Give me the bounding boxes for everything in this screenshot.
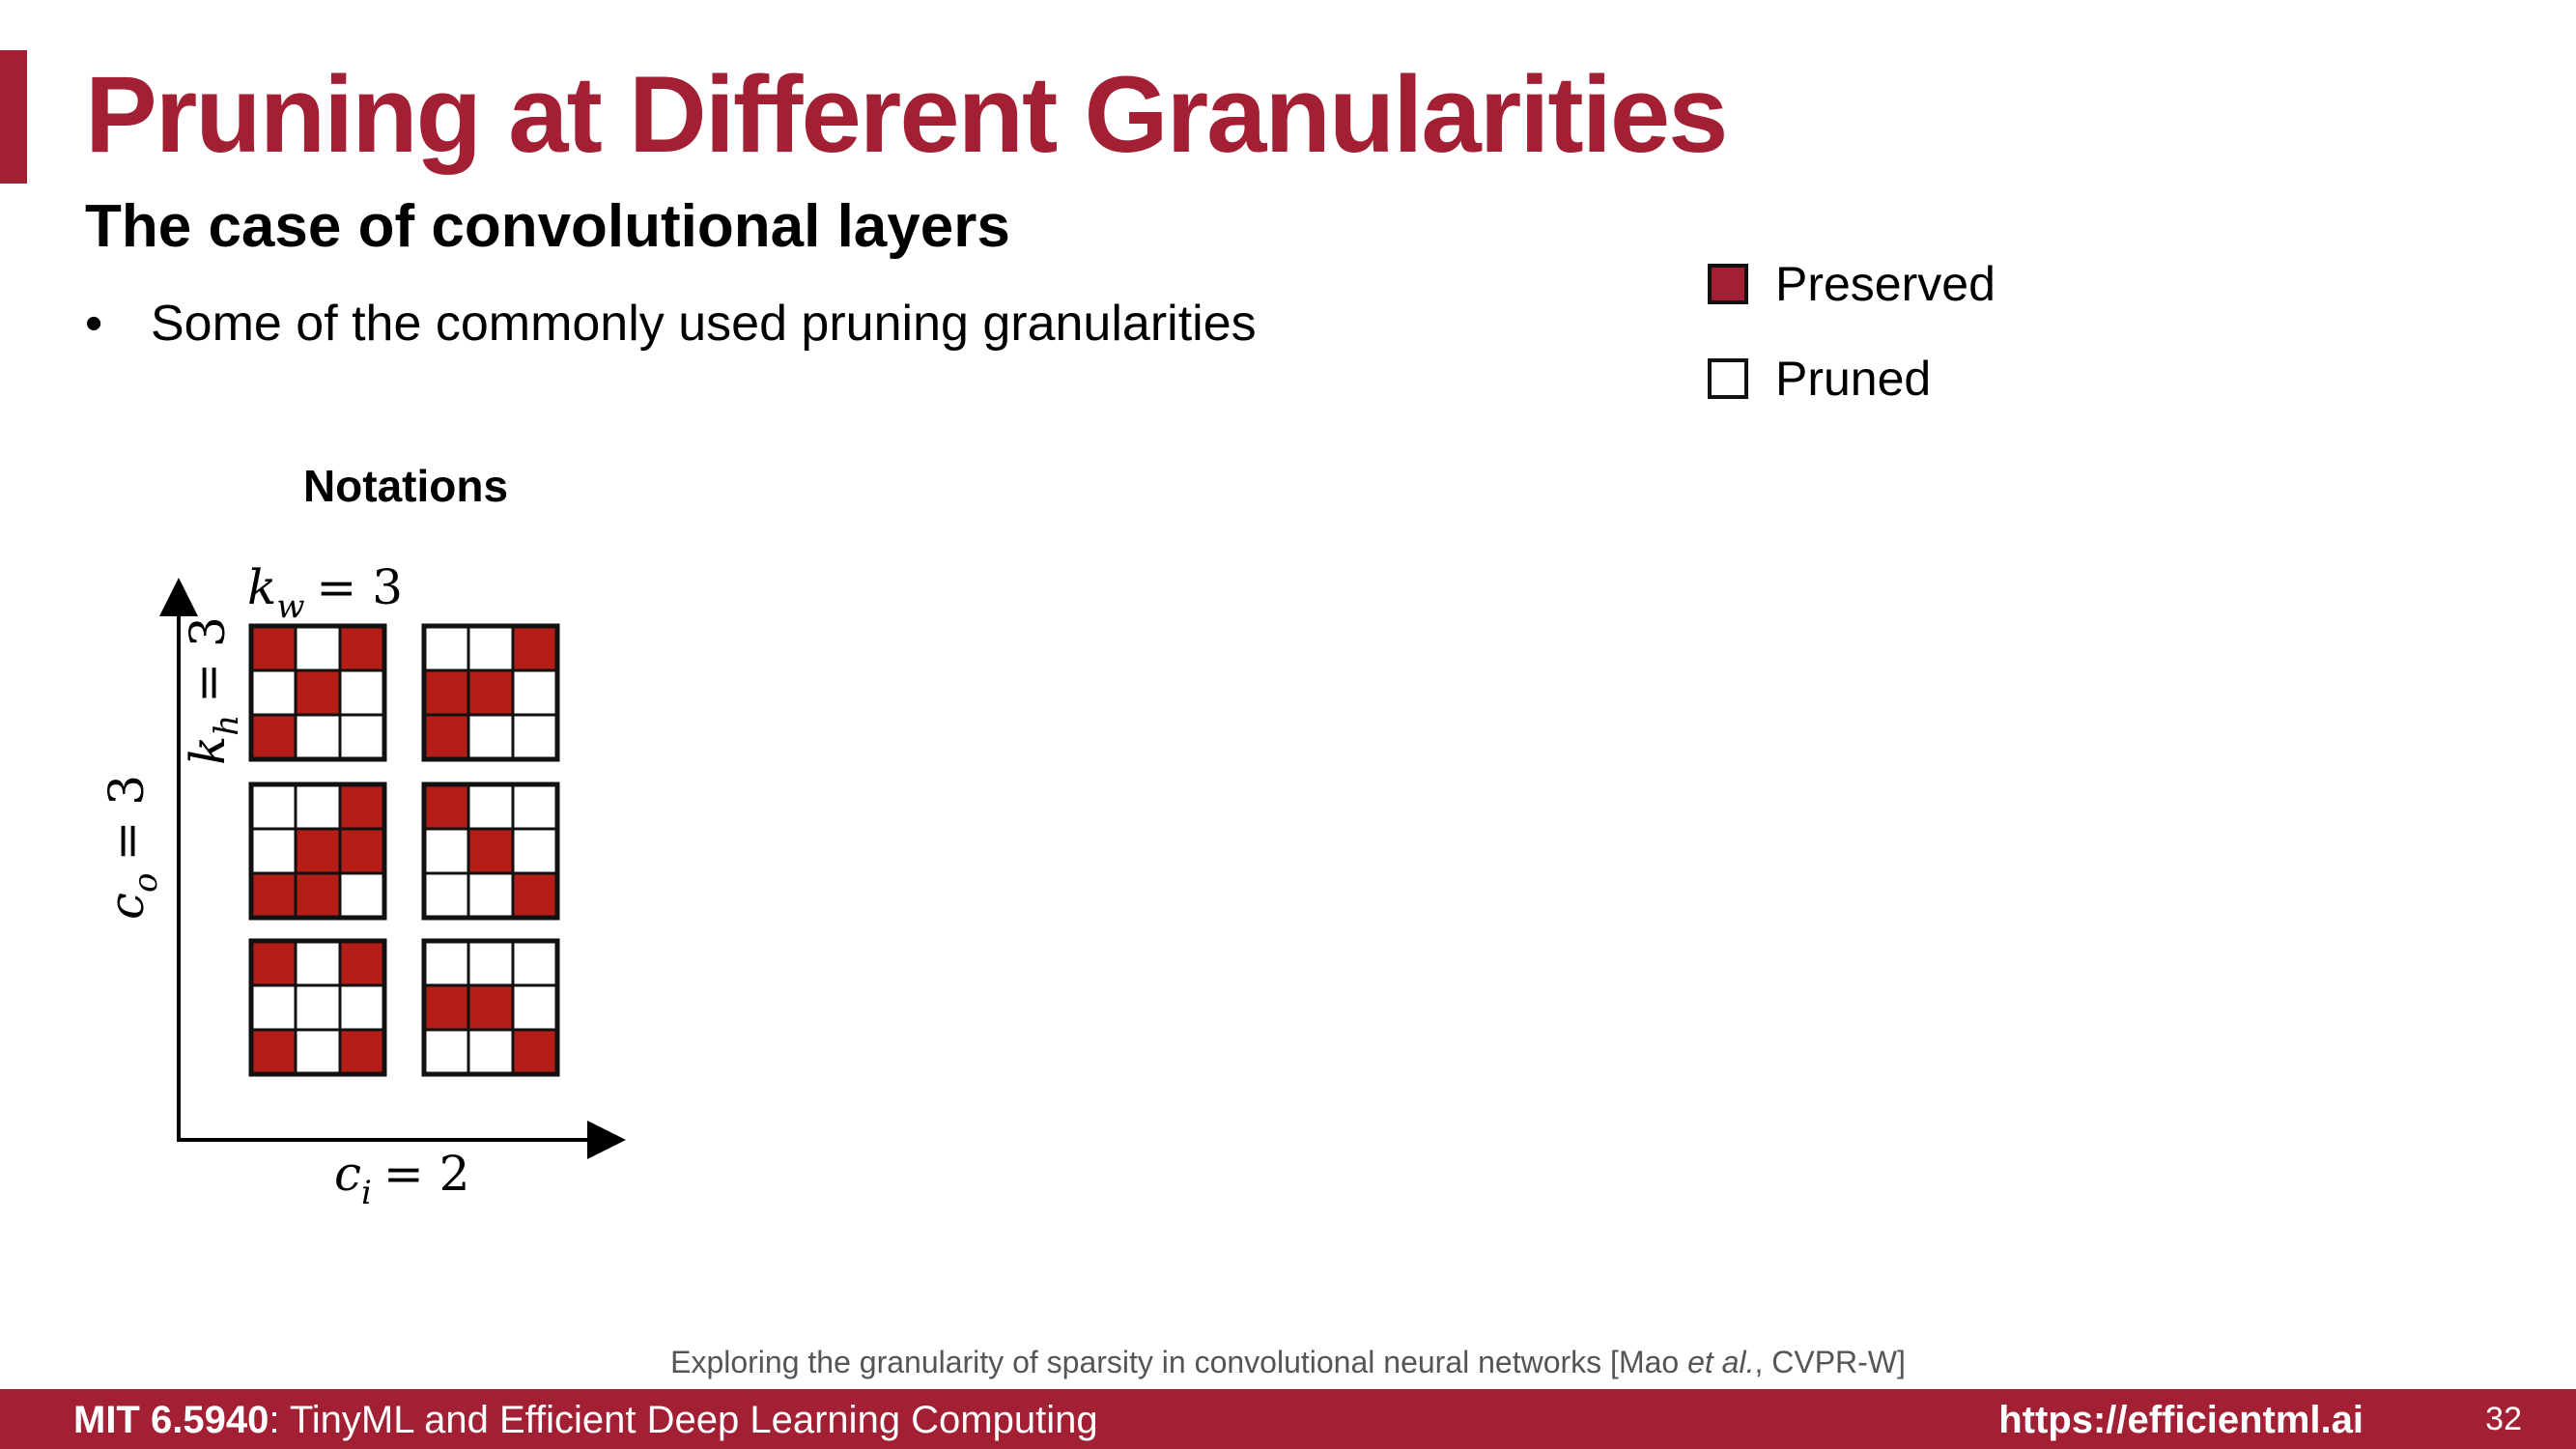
preserved-cell	[338, 827, 386, 875]
legend-label-pruned: Pruned	[1775, 352, 1932, 406]
ci-label: ci = 2	[334, 1146, 470, 1212]
kernel-1	[248, 623, 387, 762]
kernel-border	[248, 623, 387, 762]
footer-url-link[interactable]: https://efficientml.ai	[1998, 1399, 2364, 1441]
pruned-cell	[338, 713, 386, 761]
kernel-border	[421, 938, 560, 1077]
citation-italic: et al.	[1687, 1345, 1755, 1379]
kernel-2	[421, 623, 560, 762]
kernel-6	[421, 938, 560, 1077]
pruned-cell	[294, 624, 342, 672]
preserved-cell	[249, 939, 297, 987]
pruned-cell	[338, 983, 386, 1032]
kernel-5	[248, 938, 387, 1077]
preserved-cell	[338, 624, 386, 672]
title-accent-bar	[0, 50, 27, 184]
pruned-cell	[249, 668, 297, 717]
pruned-cell	[511, 983, 559, 1032]
preserved-cell	[338, 1028, 386, 1076]
preserved-cell	[422, 713, 470, 761]
preserved-cell	[422, 983, 470, 1032]
legend: Preserved Pruned	[1708, 255, 1996, 444]
kernel-4	[421, 781, 560, 921]
pruned-cell	[511, 939, 559, 987]
preserved-cell	[422, 782, 470, 831]
kernel-border	[248, 938, 387, 1077]
legend-label-preserved: Preserved	[1775, 257, 1996, 311]
pruned-cell	[511, 668, 559, 717]
preserved-cell	[467, 983, 515, 1032]
preserved-cell	[294, 827, 342, 875]
preserved-swatch	[1708, 264, 1748, 304]
kernel-border	[248, 781, 387, 921]
slide-title: Pruning at Different Granularities	[85, 54, 1728, 175]
pruned-cell	[511, 782, 559, 831]
notation-diagram: kw = 3 kh= 3 co= 3 ci = 2	[99, 559, 626, 1212]
co-label: co= 3	[99, 775, 165, 920]
pruned-cell	[338, 668, 386, 717]
legend-item-preserved: Preserved	[1708, 255, 1996, 313]
pruned-cell	[467, 782, 515, 831]
citation: Exploring the granularity of sparsity in…	[0, 1345, 2576, 1380]
pruned-cell	[422, 1028, 470, 1076]
bullet-point: • Some of the commonly used pruning gran…	[85, 294, 1257, 354]
pruned-cell	[511, 713, 559, 761]
kernel-3	[248, 781, 387, 921]
preserved-cell	[249, 713, 297, 761]
kernel-border	[421, 781, 560, 921]
kw-label: kw = 3	[247, 559, 403, 626]
preserved-cell	[294, 871, 342, 920]
citation-suffix: , CVPR-W]	[1754, 1345, 1906, 1379]
pruned-cell	[422, 939, 470, 987]
bullet-text: Some of the commonly used pruning granul…	[151, 296, 1257, 352]
page-number: 32	[2485, 1401, 2522, 1437]
citation-prefix: Exploring the granularity of sparsity in…	[670, 1345, 1688, 1379]
slide-subtitle: The case of convolutional layers	[85, 193, 1010, 260]
footer-bar: MIT 6.5940: TinyML and Efficient Deep Le…	[0, 1389, 2576, 1449]
pruned-cell	[422, 624, 470, 672]
preserved-cell	[467, 827, 515, 875]
notations-title: Notations	[302, 461, 509, 511]
preserved-cell	[338, 939, 386, 987]
preserved-cell	[511, 1028, 559, 1076]
preserved-cell	[511, 624, 559, 672]
legend-item-pruned: Pruned	[1708, 350, 1996, 408]
pruned-cell	[338, 871, 386, 920]
pruned-cell	[467, 871, 515, 920]
pruned-cell	[249, 827, 297, 875]
pruned-cell	[467, 624, 515, 672]
kh-label: kh= 3	[180, 616, 246, 765]
kernel-border	[421, 623, 560, 762]
preserved-cell	[249, 871, 297, 920]
course-code: MIT 6.5940	[73, 1399, 269, 1441]
pruned-cell	[511, 827, 559, 875]
preserved-cell	[422, 668, 470, 717]
pruned-cell	[249, 983, 297, 1032]
pruned-cell	[467, 939, 515, 987]
pruned-cell	[294, 713, 342, 761]
pruned-cell	[294, 1028, 342, 1076]
course-title: : TinyML and Efficient Deep Learning Com…	[269, 1399, 1098, 1441]
pruned-cell	[294, 983, 342, 1032]
preserved-cell	[511, 871, 559, 920]
bullet-marker: •	[85, 296, 103, 352]
pruned-cell	[294, 939, 342, 987]
pruned-cell	[467, 713, 515, 761]
pruned-cell	[294, 782, 342, 831]
pruned-cell	[422, 827, 470, 875]
preserved-cell	[294, 668, 342, 717]
preserved-cell	[249, 1028, 297, 1076]
pruned-cell	[467, 1028, 515, 1076]
pruned-swatch	[1708, 358, 1748, 399]
pruned-cell	[422, 871, 470, 920]
pruned-cell	[249, 782, 297, 831]
footer-course: MIT 6.5940: TinyML and Efficient Deep Le…	[73, 1399, 1098, 1442]
preserved-cell	[249, 624, 297, 672]
kernel-grid	[248, 623, 560, 1077]
preserved-cell	[467, 668, 515, 717]
preserved-cell	[338, 782, 386, 831]
